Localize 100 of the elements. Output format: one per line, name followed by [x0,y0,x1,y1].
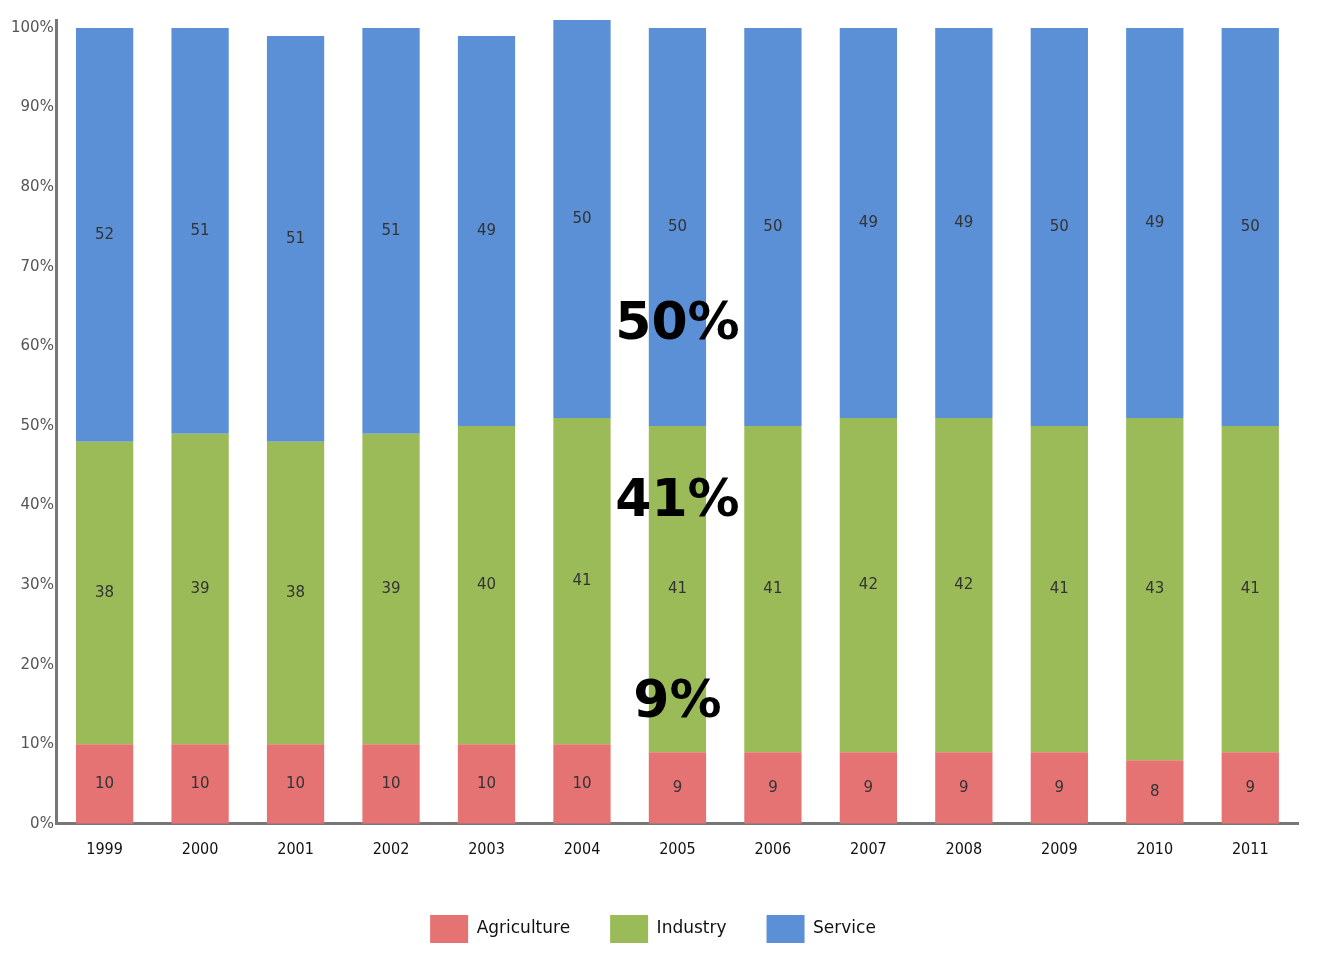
data-label: 10 [190,773,210,792]
bar [1221,27,1279,426]
bar [553,417,611,745]
x-tick-label: 2007 [850,838,887,858]
data-label: 38 [286,582,306,601]
y-tick-label: 90% [20,97,54,116]
y-tick-label: 50% [20,415,54,434]
data-label: 10 [476,773,497,792]
bar [75,744,134,824]
bar [839,27,898,418]
x-tick-label: 1999 [86,838,123,858]
x-tick-label: 2006 [754,838,792,858]
data-label: 50 [667,216,687,235]
bar [839,752,898,824]
bar [1126,27,1184,418]
data-label: 49 [1145,212,1165,231]
x-tick-label: 2010 [1136,838,1174,858]
bar [457,744,516,824]
bar [935,752,993,824]
bar [75,441,134,745]
y-tick-label: 30% [20,574,54,593]
data-label: 9 [768,777,778,796]
bar [1221,425,1279,753]
data-label: 49 [954,212,974,231]
data-label: 41 [763,578,783,597]
data-label: 51 [190,220,210,239]
bar [648,752,707,824]
bar [1030,425,1088,753]
data-label: 39 [190,578,210,597]
x-tick-label: 2004 [563,838,601,858]
data-label: 50 [1049,216,1069,235]
data-label: 51 [286,228,306,247]
x-tick-label: 2003 [468,838,505,858]
data-label: 41 [1240,578,1260,597]
data-label: 50 [763,216,783,235]
data-label: 40 [476,574,497,593]
bar [1030,752,1088,824]
bar [744,752,802,824]
data-label: 49 [858,212,878,231]
data-label: 8 [1150,781,1160,800]
bar [1030,27,1088,426]
data-label: 41 [572,570,592,589]
data-label: 9 [1054,777,1065,796]
bar [266,744,325,824]
bar [362,744,420,824]
bar [935,417,993,753]
data-label: 9 [959,777,969,796]
y-tick-label: 0% [30,813,54,832]
bar [744,425,802,753]
bar [171,744,229,824]
x-tick-label: 2000 [181,838,219,858]
data-label: 51 [381,220,401,239]
bar [1221,752,1279,824]
data-label: 41 [667,578,687,597]
bar [457,425,516,745]
bar [553,744,611,824]
bar [839,417,898,753]
y-tick-label: 40% [20,495,54,514]
y-tick-label: 80% [20,177,54,196]
data-label: 10 [381,773,401,792]
bar [1126,417,1184,761]
bar [744,27,802,426]
data-label: 50 [1240,216,1260,235]
data-label: 42 [858,574,878,593]
x-tick-label: 2011 [1231,838,1269,858]
x-tick-label: 2008 [945,838,983,858]
y-tick-label: 100% [10,17,54,36]
data-label: 9 [672,777,683,796]
x-tick-label: 2009 [1041,838,1078,858]
data-label: 39 [381,578,401,597]
y-tick-label: 10% [20,734,54,753]
data-label: 49 [476,220,497,239]
data-label: 50 [572,208,592,227]
legend-label: Agriculture [476,917,571,938]
x-tick-label: 2005 [659,838,696,858]
y-tick-label: 20% [20,654,54,673]
bar [171,27,229,434]
data-label: 9 [863,777,874,796]
data-label: 43 [1145,578,1165,597]
data-label: 10 [95,773,115,792]
data-label: 10 [572,773,592,792]
bar [362,433,420,745]
data-label: 42 [954,574,974,593]
data-label: 10 [286,773,306,792]
bar [266,441,325,745]
data-label: 52 [95,224,115,243]
bar [553,20,611,418]
bar [935,27,993,418]
y-tick-label: 70% [20,256,54,275]
x-tick-label: 2002 [372,838,410,858]
bar [266,35,325,442]
bar [1126,760,1184,824]
x-tick-label: 2001 [277,838,314,858]
legend-label: Service [813,917,876,938]
bar [457,35,516,426]
data-label: 9 [1245,777,1256,796]
data-label: 41 [1049,578,1069,597]
legend-label: Industry [656,917,727,938]
data-label: 38 [95,582,115,601]
bar [75,27,134,442]
